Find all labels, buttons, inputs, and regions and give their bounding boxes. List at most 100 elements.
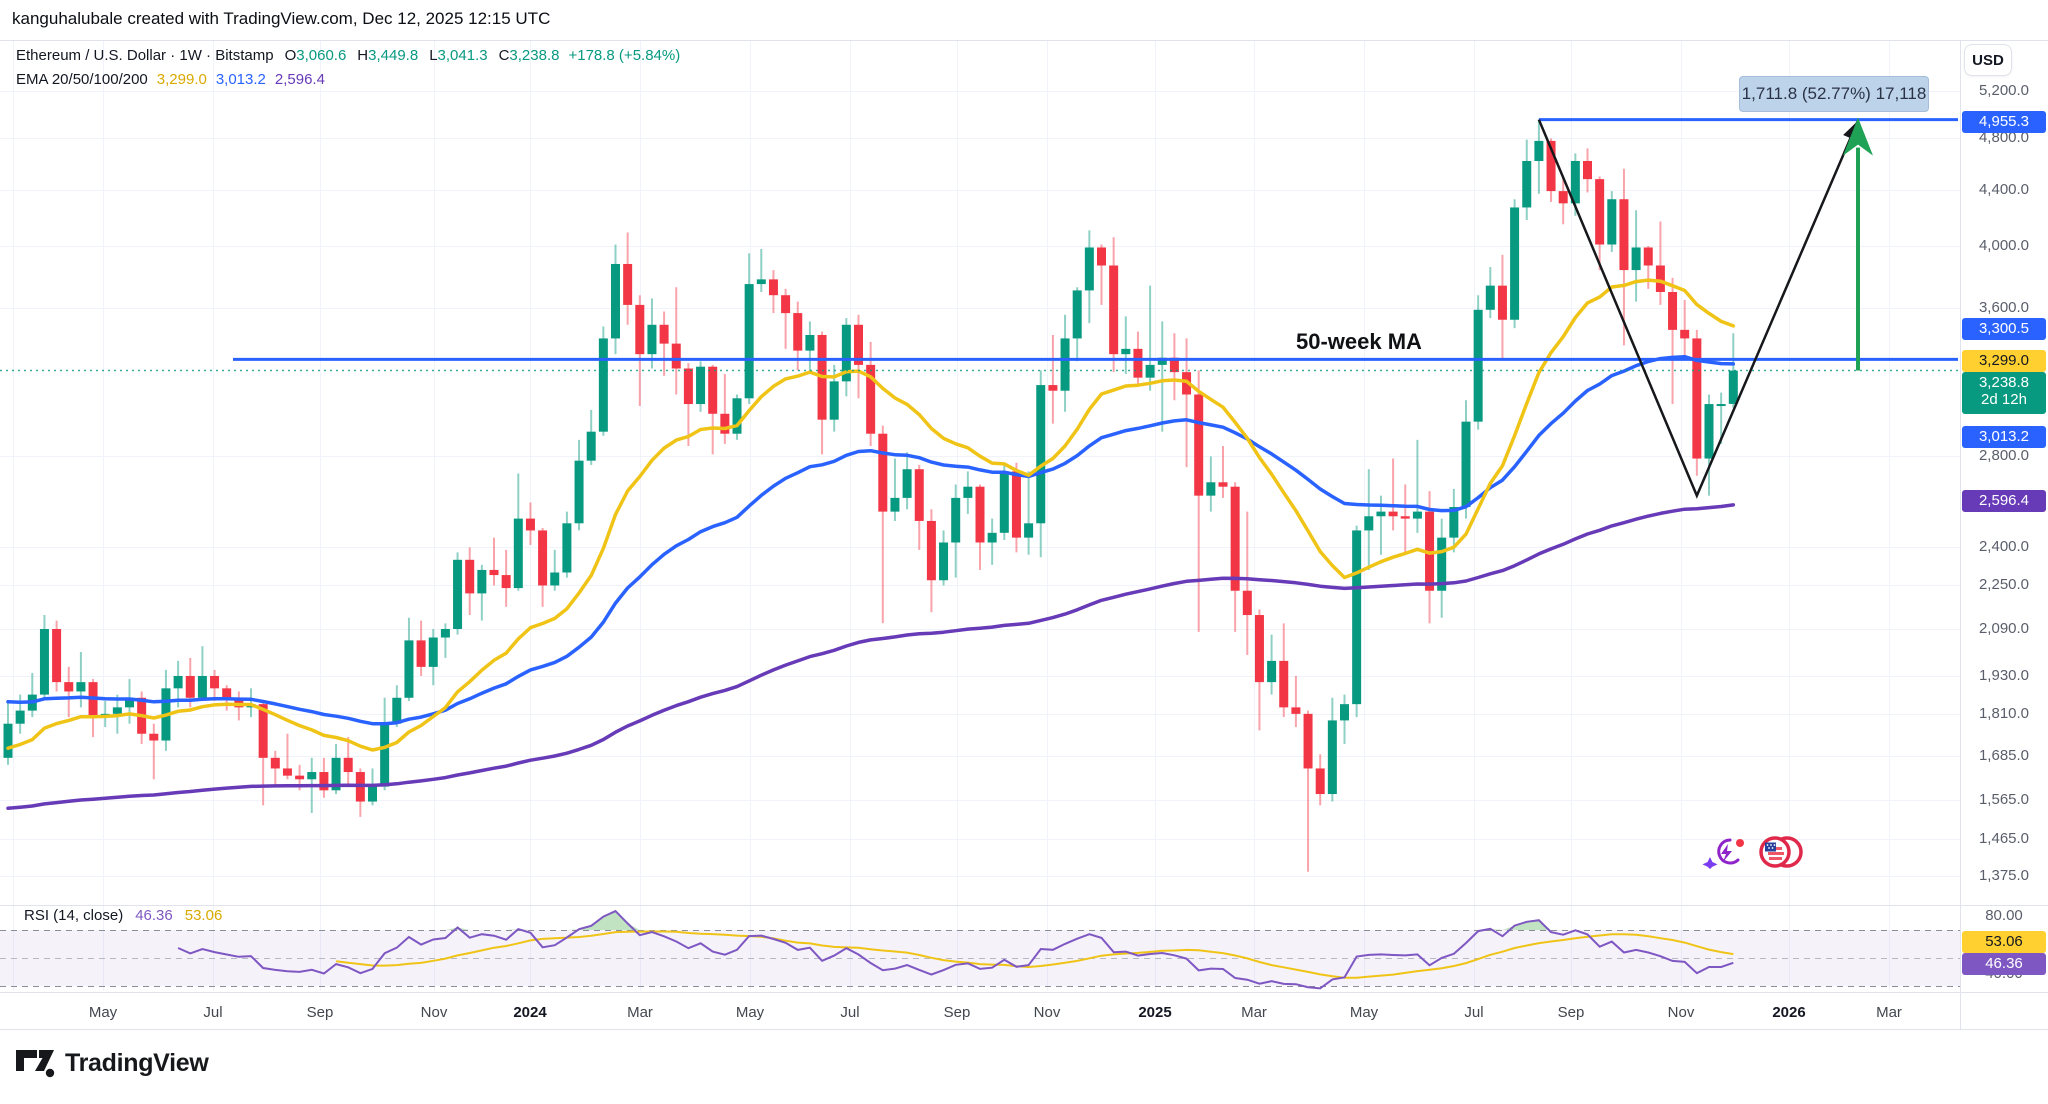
fifty-week-ma-label[interactable]: 50-week MA: [1296, 329, 1422, 354]
candle-body: [708, 366, 718, 414]
rsi-legend[interactable]: RSI (14, close) 46.36 53.06: [24, 907, 222, 924]
candle-body: [720, 413, 730, 434]
candle-body: [756, 279, 766, 285]
candle-body: [270, 757, 280, 769]
candle-body: [1425, 511, 1435, 591]
candle-body: [125, 697, 134, 708]
candle-body: [1267, 660, 1277, 683]
candle-body: [453, 559, 463, 629]
candle-body: [1011, 471, 1021, 538]
candle-body: [368, 786, 377, 802]
candle-body: [744, 284, 754, 399]
tradingview-logo-icon: [16, 1050, 55, 1078]
candle-body: [185, 675, 195, 698]
candle-body: [331, 757, 341, 791]
currency-unit-button[interactable]: USD: [1964, 44, 2012, 76]
price-range-measure-label[interactable]: 1,711.8 (52.77%) 17,118: [1739, 76, 1929, 112]
candle-body: [878, 433, 888, 512]
candle-body: [1619, 199, 1629, 271]
candle-body: [1716, 404, 1726, 407]
candle-body: [562, 523, 572, 573]
candle-body: [173, 675, 183, 689]
attribution-text: kanguhalubale created with TradingView.c…: [12, 9, 551, 28]
candle-body: [1315, 768, 1325, 795]
candle-body: [890, 497, 900, 512]
candle-body: [1704, 404, 1714, 459]
candle-body: [1072, 290, 1082, 339]
candle-body: [987, 532, 997, 543]
candle-body: [1206, 482, 1216, 496]
price-change: +178.8 (+5.84%): [568, 46, 681, 64]
ema200-line: [6, 503, 1736, 810]
candle-body: [1497, 285, 1507, 320]
candle-body: [1643, 247, 1653, 266]
candle-body: [1473, 309, 1483, 422]
candle-body: [781, 295, 791, 314]
symbol-title[interactable]: Ethereum / U.S. Dollar · 1W · Bitstamp: [16, 46, 274, 64]
candle-body: [1522, 160, 1532, 208]
candle-body: [1692, 338, 1702, 459]
ema-indicator-title[interactable]: EMA 20/50/100/200: [16, 70, 148, 88]
candle-body: [525, 518, 535, 531]
candle-body: [683, 368, 693, 405]
candle-body: [1461, 421, 1471, 508]
candle-body: [234, 697, 244, 708]
trend-arrow-path[interactable]: [1537, 119, 1860, 499]
candle-body: [538, 530, 548, 586]
candle-body: [477, 569, 487, 594]
candle-body: [1327, 720, 1337, 795]
candle-body: [1364, 516, 1374, 531]
candle-body: [258, 704, 268, 758]
rsi-ma-value: 53.06: [184, 907, 223, 924]
indicator-legend-row[interactable]: EMA 20/50/100/200 3,299.0 3,013.2 2,596.…: [16, 68, 680, 90]
candle-body: [210, 675, 220, 689]
candle-body: [1340, 704, 1349, 721]
candle-body: [1169, 357, 1179, 373]
candle-body: [671, 343, 681, 369]
rsi-line: [177, 909, 1734, 990]
rsi-indicator-title[interactable]: RSI (14, close): [24, 907, 124, 924]
candle-body: [939, 542, 949, 581]
candle-body: [1194, 394, 1204, 496]
ema50-value: 3,013.2: [215, 70, 266, 88]
candle-body: [975, 486, 985, 543]
tradingview-brand-text: TradingView: [65, 1048, 209, 1077]
candle-body: [1133, 348, 1143, 378]
candle-body: [1668, 291, 1678, 330]
candle-body: [1485, 285, 1495, 310]
candle-body: [598, 338, 608, 432]
ohlc-open: O3,060.6: [284, 46, 347, 64]
candle-body: [39, 628, 49, 695]
candle-body: [574, 460, 584, 524]
candle-body: [1036, 385, 1046, 524]
symbol-legend[interactable]: Ethereum / U.S. Dollar · 1W · Bitstamp O…: [16, 44, 680, 90]
candle-body: [732, 398, 742, 434]
symbol-legend-row[interactable]: Ethereum / U.S. Dollar · 1W · Bitstamp O…: [16, 44, 680, 66]
candle-body: [1352, 530, 1362, 705]
candle-body: [1437, 537, 1447, 591]
candle-body: [999, 471, 1009, 533]
candle-body: [1388, 511, 1398, 517]
candle-body: [611, 263, 620, 339]
attribution-bar: kanguhalubale created with TradingView.c…: [0, 0, 2048, 40]
candle-body: [513, 518, 523, 589]
candle-body: [854, 324, 863, 365]
candle-body: [1400, 516, 1410, 519]
candle-body: [1534, 140, 1544, 161]
rsi-ma-line: [335, 930, 1734, 979]
sticker-stamps: [1700, 833, 1808, 874]
candle-body: [841, 324, 851, 382]
candles: [3, 119, 1738, 872]
candle-body: [1291, 707, 1301, 714]
candle-body: [1412, 511, 1422, 519]
candle-body: [1230, 486, 1240, 591]
candle-body: [1121, 348, 1131, 355]
ohlc-low: L3,041.3: [429, 46, 488, 64]
candle-body: [586, 431, 596, 461]
candle-body: [1680, 329, 1690, 339]
tradingview-footer[interactable]: TradingView: [15, 1048, 209, 1078]
candle-body: [440, 628, 450, 638]
candle-body: [501, 575, 511, 589]
